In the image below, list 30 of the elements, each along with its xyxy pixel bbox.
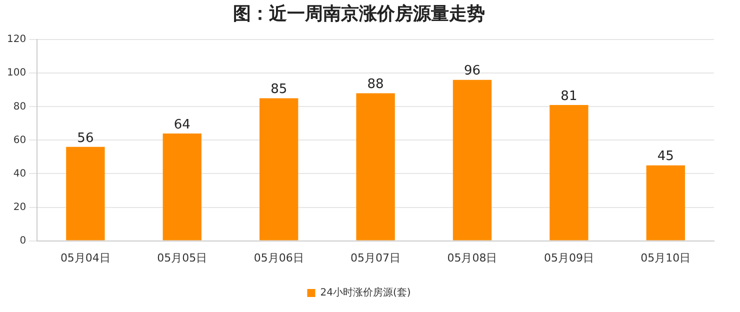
data-label: 56 bbox=[77, 130, 94, 146]
x-tick-label: 05月08日 bbox=[447, 251, 498, 264]
data-label: 96 bbox=[464, 64, 481, 79]
bar bbox=[356, 93, 395, 240]
y-tick-label: 0 bbox=[20, 235, 26, 246]
x-tick-label: 05月06日 bbox=[254, 251, 304, 264]
bar bbox=[452, 80, 492, 240]
chart-title: 图：近一周南京涨价房源量走势 bbox=[233, 3, 485, 24]
data-label: 88 bbox=[367, 77, 384, 92]
x-tick-label: 05月07日 bbox=[350, 251, 401, 264]
y-tick-label: 60 bbox=[13, 134, 26, 146]
y-tick-label: 80 bbox=[13, 101, 26, 112]
bar bbox=[162, 133, 202, 240]
bar bbox=[646, 165, 685, 240]
data-label: 64 bbox=[174, 117, 190, 132]
x-tick-label: 05月10日 bbox=[640, 251, 691, 264]
legend-label: 24小时涨价房源(套) bbox=[320, 286, 411, 299]
y-tick-label: 120 bbox=[6, 34, 26, 46]
data-label: 45 bbox=[657, 149, 674, 164]
x-tick-label: 05月09日 bbox=[544, 251, 594, 264]
x-tick-label: 05月04日 bbox=[60, 251, 110, 264]
bar bbox=[260, 98, 298, 240]
y-tick-label: 40 bbox=[13, 168, 26, 180]
data-label: 81 bbox=[560, 88, 578, 104]
x-tick-label: 05月05日 bbox=[157, 251, 208, 264]
y-tick-label: 20 bbox=[13, 202, 26, 213]
y-tick-label: 100 bbox=[6, 68, 26, 79]
data-label: 85 bbox=[270, 82, 288, 98]
bar bbox=[550, 104, 588, 240]
bar bbox=[66, 146, 105, 240]
